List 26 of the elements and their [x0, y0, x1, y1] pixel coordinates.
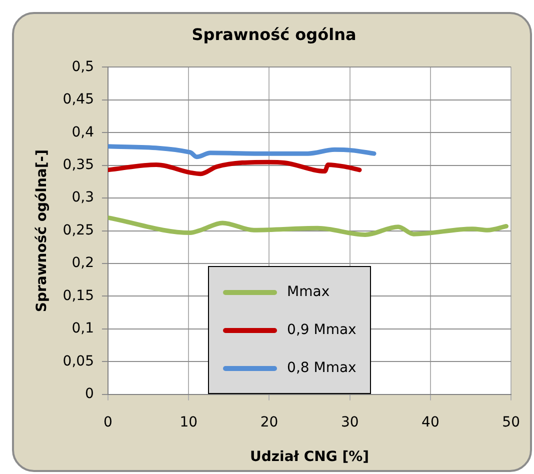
line-series: [108, 160, 362, 176]
x-tick-label: 0: [104, 414, 112, 430]
x-tick-label: 30: [340, 414, 359, 430]
y-tick-label: 0: [85, 386, 94, 402]
y-tick-label: 0,5: [72, 58, 94, 75]
y-tick-label: 0,05: [62, 353, 94, 370]
y-tick-label: 0,1: [72, 320, 94, 337]
legend-label: 0,9 Mmax: [287, 322, 356, 338]
legend-label: 0,8 Mmax: [287, 360, 356, 376]
y-tick-label: 0,35: [62, 157, 94, 173]
line-series: [108, 144, 376, 160]
line-series: [108, 215, 509, 237]
x-tick-label: 50: [502, 414, 520, 430]
legend-label: Mmax: [287, 284, 330, 300]
x-tick-label: 20: [260, 414, 278, 430]
y-tick-label: 0,15: [62, 288, 94, 304]
chart-title: Sprawność ogólna: [192, 24, 356, 44]
x-tick-label: 40: [422, 414, 440, 430]
y-tick-label: 0,4: [72, 124, 94, 140]
y-tick-label: 0,3: [72, 190, 94, 206]
y-tick-label: 0,45: [62, 92, 94, 108]
y-tick-label: 0,2: [72, 255, 94, 272]
y-tick-label: 0,25: [62, 222, 94, 238]
x-tick-label: 10: [180, 414, 198, 430]
y-axis-title: Sprawność ogólna[-]: [34, 150, 50, 312]
x-axis-title: Udział CNG [%]: [250, 449, 370, 466]
